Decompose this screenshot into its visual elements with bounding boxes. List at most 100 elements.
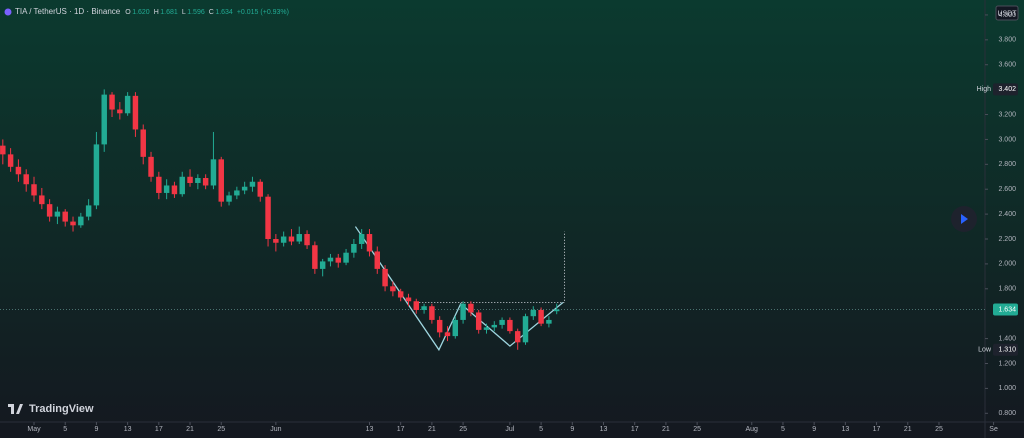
y-tick-label: 3.000	[998, 136, 1016, 143]
y-tick-label: 1.400	[998, 335, 1016, 342]
candle-body	[257, 181, 263, 197]
candle-body	[538, 309, 544, 324]
candle-body	[351, 243, 357, 253]
candle-body	[39, 195, 45, 205]
logo-icon	[8, 404, 23, 414]
symbol-icon	[4, 8, 12, 16]
candle-body	[101, 94, 107, 145]
candle-body	[117, 109, 123, 114]
candle-body	[343, 252, 349, 263]
candle-body	[187, 176, 193, 183]
candle-body	[327, 257, 334, 262]
x-tick-label: Aug	[746, 426, 759, 433]
marker-value: 3.402	[998, 86, 1016, 93]
candle-body	[195, 178, 201, 183]
y-tick-label: 3.600	[998, 62, 1016, 69]
logo: TradingView	[8, 403, 94, 415]
candle-body	[358, 234, 365, 244]
candle-body	[452, 319, 459, 337]
candle-body	[218, 159, 224, 202]
candle-body	[390, 286, 396, 292]
candle-body	[15, 166, 22, 175]
candle-body	[62, 211, 68, 222]
y-tick-label: 2.000	[998, 261, 1016, 268]
x-tick-label: Jun	[270, 426, 281, 433]
candle-body	[273, 239, 279, 243]
x-tick-label: 25	[217, 426, 225, 433]
symbol-title: TIA / TetherUS · 1D · Binance	[15, 7, 121, 16]
candle-body	[382, 268, 388, 287]
y-tick-label: 1.000	[998, 385, 1016, 392]
marker-badge	[993, 343, 1018, 356]
play-icon[interactable]	[961, 214, 968, 224]
candle-body	[132, 95, 139, 130]
currency: USDT	[997, 10, 1017, 17]
candle-body	[171, 185, 178, 195]
candle-body	[553, 309, 560, 312]
candle-body	[109, 94, 115, 110]
candle-body	[280, 236, 287, 243]
marker-value: 1.634	[998, 306, 1016, 313]
play-button[interactable]	[951, 206, 977, 232]
x-tick-label: 21	[428, 426, 436, 433]
candle-body	[491, 324, 498, 328]
ohlc-key: H	[154, 9, 159, 16]
x-tick-label: 25	[459, 426, 467, 433]
candle-body	[304, 234, 310, 246]
y-tick-label: 3.800	[998, 37, 1016, 44]
y-tick-label: 2.800	[998, 161, 1016, 168]
candle-body	[374, 251, 381, 269]
candle-body	[46, 204, 53, 217]
x-tick-label: 25	[693, 426, 701, 433]
x-tick-label: 17	[631, 426, 639, 433]
candle-body	[507, 319, 513, 332]
x-tick-label: 21	[662, 426, 670, 433]
marker-value: 1.310	[998, 347, 1016, 354]
candle-body	[0, 145, 6, 155]
y-tick-label: 3.200	[998, 111, 1016, 118]
candle-body	[148, 156, 154, 177]
currency-badge	[995, 5, 1019, 21]
candle-body	[179, 176, 185, 195]
ohlc-value: 1.596	[187, 9, 205, 16]
x-tick-label: 13	[124, 426, 132, 433]
y-tick-label: 2.600	[998, 186, 1016, 193]
x-tick-label: 9	[94, 426, 98, 433]
marker-name: Low	[978, 347, 992, 354]
candle-body	[156, 176, 162, 193]
brand: TradingView	[29, 403, 94, 415]
candle-body	[93, 144, 100, 206]
candle-body	[475, 312, 482, 330]
candle-body	[413, 301, 420, 310]
x-tick-label: 5	[63, 426, 67, 433]
candle-body	[335, 257, 341, 263]
y-tick-label: 0.800	[998, 410, 1016, 417]
ohlc-key: L	[182, 9, 186, 16]
candle-body	[405, 297, 412, 302]
candle-body	[366, 234, 373, 252]
candle-body	[85, 205, 92, 217]
candle-body	[296, 234, 302, 242]
candle-body	[31, 184, 37, 196]
candle-body	[397, 291, 404, 298]
x-tick-label: 21	[904, 426, 912, 433]
candle-body	[530, 309, 537, 317]
candle-body	[429, 306, 435, 320]
y-tick-label: 4.000	[998, 12, 1016, 19]
x-tick-label: Jul	[505, 426, 514, 433]
candle-body	[468, 303, 474, 313]
x-tick-label: 17	[155, 426, 163, 433]
candle-body	[140, 129, 146, 157]
marker-badge	[993, 83, 1018, 96]
x-tick-label: May	[27, 426, 41, 433]
price-change: +0.015 (+0.93%)	[237, 9, 289, 16]
ohlc-value: 1.620	[132, 9, 150, 16]
candle-body	[202, 178, 209, 186]
candle-body	[514, 331, 521, 343]
y-tick-label: 1.800	[998, 286, 1016, 293]
x-tick-label: 25	[935, 426, 943, 433]
candle-body	[124, 95, 131, 114]
x-tick-label: 17	[873, 426, 881, 433]
